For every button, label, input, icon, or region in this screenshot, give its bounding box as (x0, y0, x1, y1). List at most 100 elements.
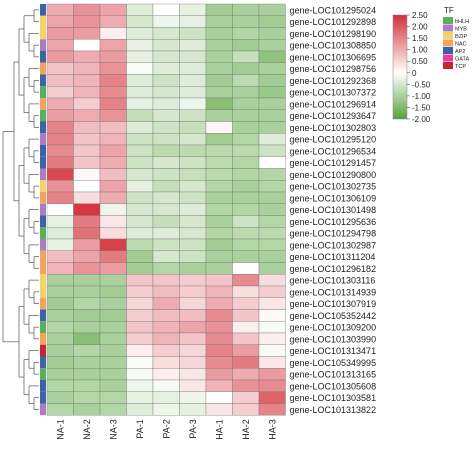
heatmap-cell (205, 356, 233, 369)
heatmap-cell (99, 403, 127, 416)
tf-annotation-cell (40, 309, 46, 322)
heatmap-cell (179, 50, 207, 63)
heatmap-cell (126, 62, 154, 75)
heatmap-cell (152, 285, 180, 298)
heatmap-cell (126, 274, 154, 287)
column-label: NA-3 (108, 419, 118, 440)
color-scale-tick-label: 1.50 (412, 34, 428, 43)
heatmap-cell (232, 285, 260, 298)
tf-legend-swatch (443, 39, 453, 47)
tf-annotation-cell (40, 286, 46, 298)
heatmap-cell (99, 250, 127, 263)
heatmap-cell (46, 86, 74, 99)
heatmap-cell (179, 238, 207, 251)
tf-annotation-cell (40, 192, 46, 204)
heatmap-cell (232, 403, 260, 416)
heatmap-cell (46, 332, 74, 345)
heatmap-cell (179, 391, 207, 404)
row-label: gene-LOC101311204 (290, 252, 376, 262)
heatmap-cell (46, 180, 74, 193)
heatmap-cell (73, 262, 101, 275)
heatmap-cell (73, 215, 101, 228)
heatmap-cell (232, 121, 260, 134)
heatmap-cell (179, 62, 207, 75)
heatmap-cell (258, 391, 286, 404)
heatmap-cell (152, 156, 180, 169)
heatmap-cell (73, 356, 101, 369)
heatmap-cell (258, 156, 286, 169)
heatmap-cell (126, 379, 154, 392)
heatmap-cell (152, 321, 180, 334)
tf-annotation-bar (40, 4, 46, 416)
tf-legend-swatch (443, 32, 453, 39)
heatmap-cell (205, 368, 233, 381)
heatmap-cell (205, 403, 233, 416)
heatmap-cell (258, 180, 286, 193)
heatmap-cell (73, 62, 101, 75)
heatmap-cell (258, 62, 286, 75)
heatmap-cell (99, 3, 127, 16)
tf-annotation-cell (40, 15, 46, 28)
heatmap-cell (152, 109, 180, 122)
heatmap-cell (99, 156, 127, 169)
heatmap-cell (73, 403, 101, 416)
heatmap-cell (205, 168, 233, 181)
heatmap-cell (99, 74, 127, 87)
row-label: gene-LOC101313165 (290, 370, 377, 380)
tf-annotation-cell (40, 215, 46, 228)
heatmap-cell (99, 15, 127, 28)
heatmap-cell (258, 321, 286, 334)
heatmap-cell (205, 133, 233, 146)
heatmap-cell (99, 50, 127, 63)
heatmap-cell (152, 215, 180, 228)
heatmap-cell (152, 309, 180, 322)
color-scale-tick-label: 2.00 (412, 23, 428, 32)
color-scale-tick-label: 2.50 (412, 11, 428, 20)
heatmap-cell (179, 97, 207, 110)
heatmap-cell (152, 191, 180, 204)
heatmap-cell (46, 144, 74, 157)
heatmap-cell (99, 86, 127, 99)
heatmap-cell (258, 133, 286, 146)
heatmap-cell (99, 321, 127, 334)
heatmap-cell (232, 39, 260, 52)
row-label: gene-LOC101314939 (290, 287, 377, 297)
tf-legend-label: bHLH (455, 19, 469, 25)
heatmap-cell (205, 203, 233, 216)
row-label: gene-LOC101303581 (290, 393, 377, 403)
heatmap-cell (152, 133, 180, 146)
heatmap-cell (152, 262, 180, 275)
heatmap-cell (179, 180, 207, 193)
row-label: gene-LOC101295024 (290, 5, 377, 15)
heatmap-cell (258, 297, 286, 310)
heatmap-cell (205, 109, 233, 122)
heatmap-cell (46, 27, 74, 40)
tf-annotation-cell (40, 344, 46, 357)
tf-annotation-cell (40, 51, 46, 63)
heatmap-cell (73, 391, 101, 404)
heatmap-cell (179, 250, 207, 263)
row-labels: gene-LOC101295024 gene-LOC101292898 gene-L… (290, 5, 377, 415)
heatmap-cell (99, 309, 127, 322)
heatmap-cell (126, 27, 154, 40)
heatmap-cell (258, 403, 286, 416)
heatmap-cell (179, 3, 207, 16)
heatmap-cell (205, 391, 233, 404)
heatmap-cell (205, 180, 233, 193)
row-label: gene-LOC101295636 (290, 217, 377, 227)
row-label: gene-LOC101313822 (290, 405, 377, 415)
heatmap-cell (126, 133, 154, 146)
heatmap-cell (232, 262, 260, 275)
tf-annotation-cell (40, 391, 46, 404)
heatmap-cell (99, 379, 127, 392)
heatmap-cell (152, 97, 180, 110)
heatmap-cell (205, 86, 233, 99)
heatmap-cell (258, 262, 286, 275)
heatmap-cell (46, 156, 74, 169)
heatmap-cell (46, 3, 74, 16)
heatmap-cell (152, 403, 180, 416)
heatmap-cell (205, 144, 233, 157)
heatmap-cell (73, 156, 101, 169)
heatmap-cell (152, 297, 180, 310)
